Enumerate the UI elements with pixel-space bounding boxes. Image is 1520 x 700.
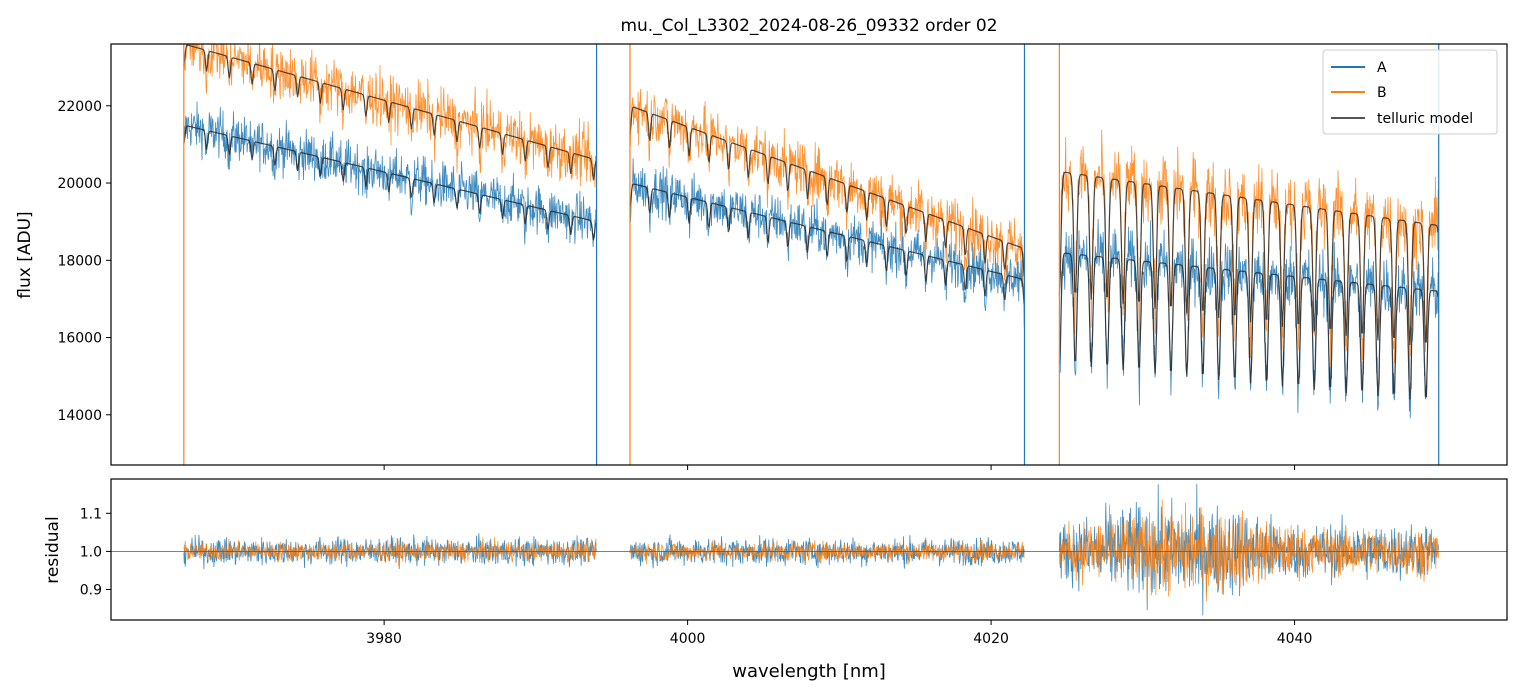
residual-axes-frame <box>110 478 1508 621</box>
legend-label-model: telluric model <box>1377 111 1473 127</box>
residual-series-b-segment-2 <box>629 539 1025 565</box>
telluric-model-b-segment-1 <box>183 44 597 181</box>
wavelength-xtick-label: 4040 <box>1277 631 1313 647</box>
legend-label-b: B <box>1377 85 1387 101</box>
legend: A B telluric model <box>1322 49 1498 135</box>
telluric-model-b-segment-3 <box>1058 171 1439 346</box>
residual-series-b-segment-3 <box>1059 499 1439 604</box>
residual-ytick-label: 1.1 <box>80 506 102 522</box>
telluric-model-a-segment-1 <box>183 125 597 241</box>
chart-title: mu._Col_L3302_2024-08-26_09332 order 02 <box>620 16 997 36</box>
wavelength-xtick-label: 4000 <box>670 631 706 647</box>
legend-box <box>1322 49 1498 135</box>
residual-ytick-label: 1.0 <box>80 544 102 560</box>
flux-ytick-label: 22000 <box>57 99 102 115</box>
flux-series-a-segment-1 <box>183 101 597 248</box>
telluric-model-a-segment-3 <box>1058 252 1439 400</box>
telluric-model-b-segment-2 <box>629 106 1025 277</box>
flux-plot-area <box>183 44 1440 465</box>
telluric-model-a-segment-2 <box>629 183 1025 305</box>
flux-series-a-segment-2 <box>629 158 1025 327</box>
wavelength-xtick-label: 4020 <box>973 631 1009 647</box>
flux-ytick-label: 14000 <box>57 408 102 424</box>
legend-label-a: A <box>1377 60 1387 76</box>
residual-axis-ticks: 0.9 1.0 1.1 3980 4000 4020 4040 <box>80 506 1313 647</box>
flux-axes-frame <box>110 43 1508 466</box>
flux-series-b-segment-2 <box>629 88 1025 283</box>
residual-axis-label: residual <box>43 516 63 583</box>
flux-axis-label: flux [ADU] <box>15 211 35 298</box>
flux-ytick-label: 18000 <box>57 253 102 269</box>
flux-ytick-label: 20000 <box>57 176 102 192</box>
residual-series-b-segment-1 <box>183 537 597 566</box>
residual-ytick-label: 0.9 <box>80 583 102 599</box>
wavelength-axis-label: wavelength [nm] <box>732 661 886 682</box>
flux-axis-ticks: 14000 16000 18000 20000 22000 <box>57 99 1296 470</box>
wavelength-xtick-label: 3980 <box>366 631 402 647</box>
residual-plot-area <box>111 483 1507 616</box>
flux-ytick-label: 16000 <box>57 331 102 347</box>
